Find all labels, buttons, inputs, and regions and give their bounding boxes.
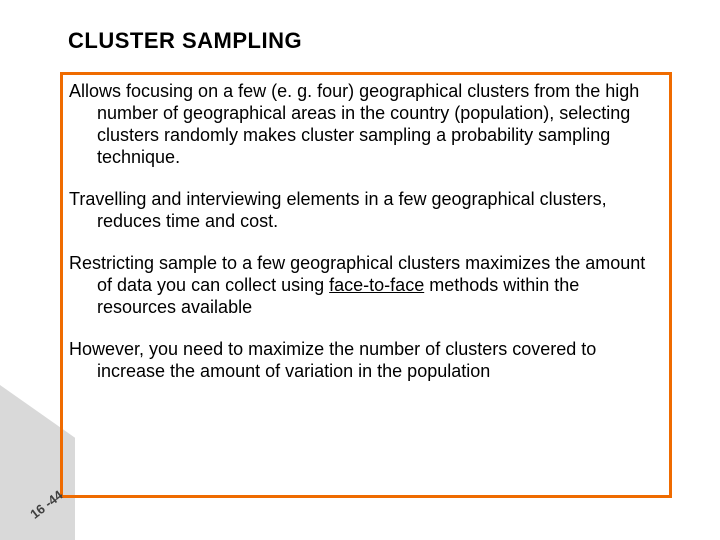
paragraph-3: Restricting sample to a few geographical… [69,253,659,319]
paragraph-1: Allows focusing on a few (e. g. four) ge… [69,81,659,169]
paragraph-2: Travelling and interviewing elements in … [69,189,659,233]
content-box: Allows focusing on a few (e. g. four) ge… [60,72,672,498]
paragraph-4: However, you need to maximize the number… [69,339,659,383]
slide: CLUSTER SAMPLING Allows focusing on a fe… [0,0,720,540]
paragraph-3-underline: face-to-face [329,275,424,295]
slide-title: CLUSTER SAMPLING [68,28,302,54]
